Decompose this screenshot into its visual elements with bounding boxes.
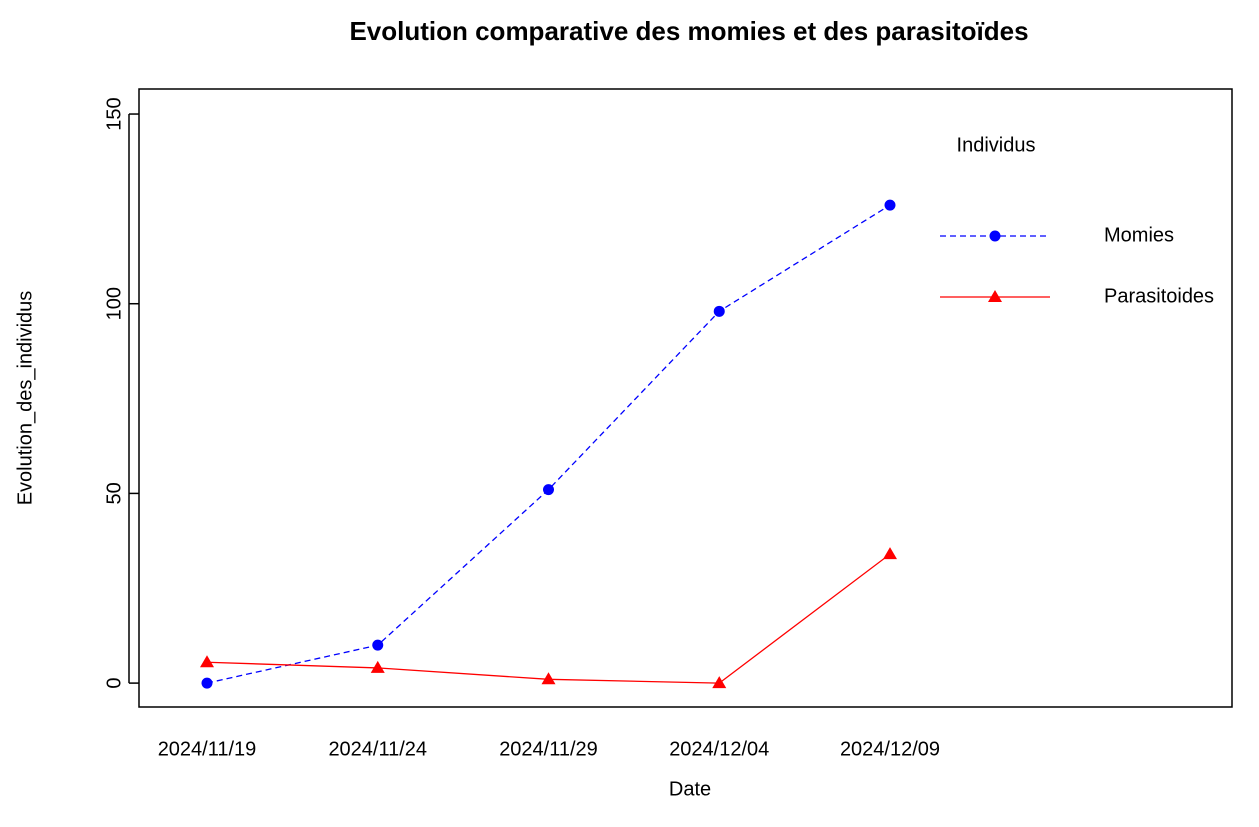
series-line <box>206 204 891 684</box>
point <box>201 677 213 689</box>
point <box>712 676 727 689</box>
chart-title: Evolution comparative des momies et des … <box>349 16 1028 46</box>
point <box>543 484 554 496</box>
y-tick-label: 150 <box>103 97 125 130</box>
point <box>200 655 214 668</box>
x-axis-label: Date <box>669 778 711 800</box>
legend-label: Momies <box>1104 224 1174 246</box>
point <box>884 199 896 211</box>
y-axis-label: Evolution_des_individus <box>14 291 36 506</box>
x-tick-label: 2024/11/24 <box>328 738 427 760</box>
x-tick-label: 2024/12/09 <box>840 738 940 760</box>
point <box>541 672 556 685</box>
point <box>713 305 725 317</box>
point <box>989 230 1001 242</box>
point <box>372 639 384 651</box>
y-tick-label: 100 <box>103 287 125 320</box>
legend-title: Individus <box>957 134 1036 156</box>
series-line <box>206 553 891 684</box>
x-tick-label: 2024/11/19 <box>158 738 257 760</box>
plot-frame <box>138 88 1233 708</box>
x-tick-label: 2024/11/29 <box>499 738 598 760</box>
point <box>370 660 385 673</box>
legend-label: Parasitoides <box>1104 285 1214 307</box>
point <box>883 547 897 560</box>
x-tick-label: 2024/12/04 <box>669 738 769 760</box>
y-tick-label: 50 <box>103 482 125 504</box>
y-tick-label: 0 <box>103 678 125 689</box>
point <box>988 290 1002 302</box>
